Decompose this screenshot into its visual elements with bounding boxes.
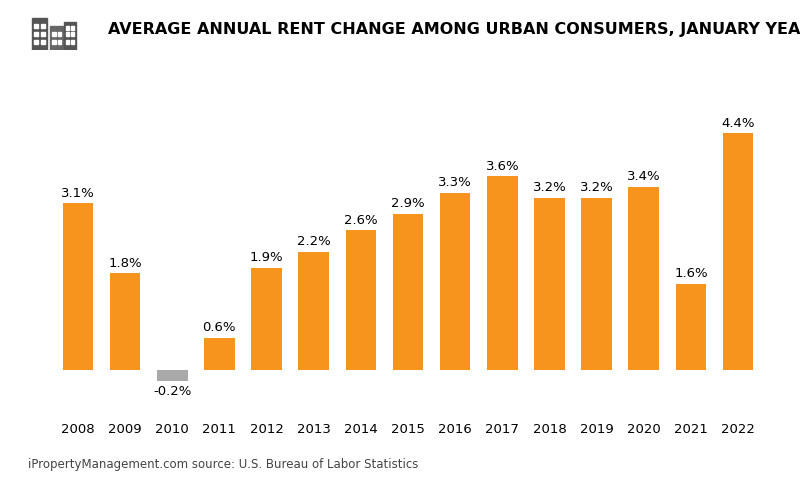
Text: 2.2%: 2.2% bbox=[297, 235, 330, 248]
Bar bbox=[110, 273, 140, 370]
Text: 2.9%: 2.9% bbox=[391, 197, 425, 210]
Bar bbox=[41, 32, 45, 36]
Text: 2.6%: 2.6% bbox=[344, 214, 378, 227]
Bar bbox=[66, 26, 69, 30]
Text: AVERAGE ANNUAL RENT CHANGE AMONG URBAN CONSUMERS, JANUARY YEAR-OVER-YEAR: AVERAGE ANNUAL RENT CHANGE AMONG URBAN C… bbox=[108, 22, 800, 36]
Bar bbox=[298, 252, 329, 370]
Text: -0.2%: -0.2% bbox=[153, 385, 191, 398]
Text: 4.4%: 4.4% bbox=[722, 117, 755, 130]
Text: 3.4%: 3.4% bbox=[627, 171, 661, 184]
Bar bbox=[58, 33, 62, 36]
Bar bbox=[393, 214, 423, 370]
Bar bbox=[722, 133, 754, 370]
Polygon shape bbox=[32, 18, 47, 50]
Text: 1.9%: 1.9% bbox=[250, 251, 283, 264]
Bar bbox=[53, 33, 55, 36]
Bar bbox=[62, 203, 94, 370]
Bar bbox=[34, 24, 38, 28]
Bar bbox=[204, 338, 234, 370]
Text: 3.6%: 3.6% bbox=[486, 160, 519, 173]
Text: 1.8%: 1.8% bbox=[108, 257, 142, 270]
Bar bbox=[251, 268, 282, 370]
Bar bbox=[53, 41, 55, 44]
Polygon shape bbox=[64, 22, 76, 50]
Text: 1.6%: 1.6% bbox=[674, 267, 708, 281]
Polygon shape bbox=[50, 26, 62, 50]
Bar bbox=[534, 198, 565, 370]
Bar bbox=[629, 187, 659, 370]
Text: 3.1%: 3.1% bbox=[61, 186, 94, 200]
Bar bbox=[66, 41, 69, 44]
Bar bbox=[71, 41, 74, 44]
Bar bbox=[440, 193, 470, 370]
Text: 0.6%: 0.6% bbox=[202, 321, 236, 334]
Bar bbox=[157, 370, 187, 381]
Bar bbox=[41, 40, 45, 44]
Bar bbox=[34, 40, 38, 44]
Bar bbox=[34, 32, 38, 36]
Bar bbox=[71, 33, 74, 36]
Bar bbox=[346, 230, 376, 370]
Bar bbox=[487, 176, 518, 370]
Bar bbox=[66, 33, 69, 36]
Bar bbox=[676, 284, 706, 370]
Text: 3.3%: 3.3% bbox=[438, 176, 472, 189]
Bar bbox=[71, 26, 74, 30]
Text: 3.2%: 3.2% bbox=[533, 181, 566, 194]
Bar bbox=[41, 24, 45, 28]
Bar bbox=[582, 198, 612, 370]
Text: 3.2%: 3.2% bbox=[580, 181, 614, 194]
Bar bbox=[58, 41, 62, 44]
Text: iPropertyManagement.com source: U.S. Bureau of Labor Statistics: iPropertyManagement.com source: U.S. Bur… bbox=[28, 458, 418, 471]
